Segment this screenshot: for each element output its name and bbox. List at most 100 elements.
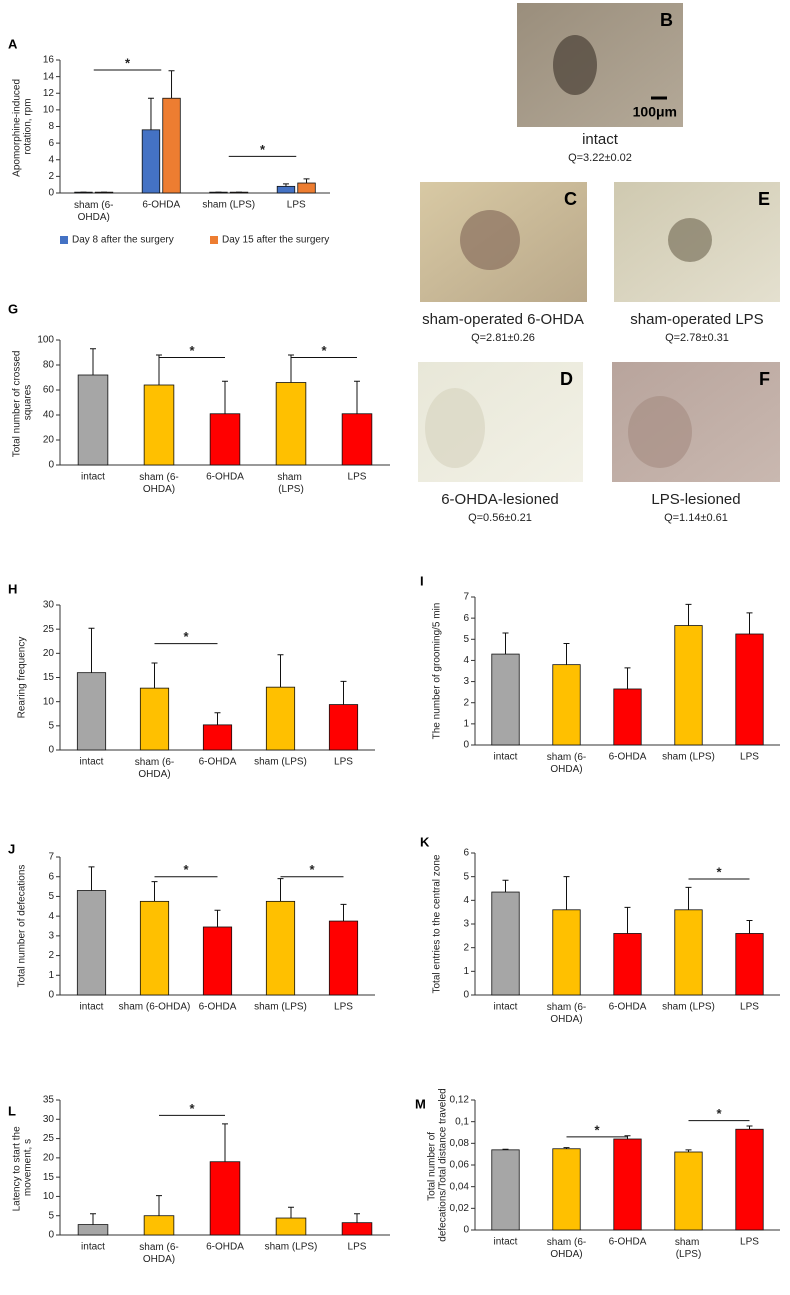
bar — [328, 920, 359, 996]
y-tick-label: 8 — [48, 121, 54, 132]
error-bar — [685, 1149, 692, 1152]
image-q: Q=3.22±0.02 — [568, 152, 632, 164]
nucleus-region — [460, 210, 520, 270]
y-tick-label: 20 — [43, 648, 55, 659]
y-tick-label: 2 — [463, 697, 469, 708]
x-tick-label: intact — [494, 1002, 518, 1013]
y-tick-label: 5 — [48, 891, 54, 902]
y-tick-label: 100 — [37, 335, 54, 346]
y-tick-label: 5 — [48, 720, 54, 731]
significance-label: * — [260, 142, 266, 157]
y-tick-label: 0,12 — [450, 1095, 470, 1106]
error-bar — [222, 1123, 228, 1162]
significance-label: * — [125, 55, 131, 70]
bar — [328, 704, 359, 751]
y-tick-label: 6 — [463, 848, 469, 859]
x-tick-label: sham (LPS) — [277, 472, 304, 495]
image-q: Q=0.56±0.21 — [468, 512, 532, 524]
x-tick-label: sham (6-OHDA) — [139, 1242, 178, 1265]
x-tick-label: 6-OHDA — [206, 472, 244, 483]
error-bar — [88, 866, 95, 891]
y-tick-label: 30 — [43, 1114, 55, 1125]
x-tick-label: intact — [494, 1237, 518, 1248]
y-tick-label: 5 — [48, 1210, 54, 1221]
panel-letter: A — [8, 36, 18, 51]
bar — [162, 97, 181, 194]
y-tick-label: 0 — [48, 990, 54, 1001]
y-tick-label: 60 — [43, 385, 55, 396]
y-tick-label: 4 — [463, 895, 469, 906]
panel-letter: L — [8, 1103, 16, 1118]
y-tick-label: 0 — [48, 745, 54, 756]
y-tick-label: 0,06 — [450, 1160, 470, 1171]
x-tick-label: intact — [81, 472, 105, 483]
bar — [76, 890, 107, 996]
image-caption: sham-operated 6-OHDA — [422, 311, 584, 328]
y-tick-label: 4 — [463, 655, 469, 666]
bar — [613, 1138, 642, 1231]
image-q: Q=2.78±0.31 — [665, 332, 729, 344]
error-bar — [624, 1135, 631, 1139]
y-tick-label: 0 — [48, 188, 54, 199]
image-letter: F — [759, 369, 770, 389]
bar — [275, 1217, 307, 1236]
error-bar — [222, 380, 228, 414]
significance-label: * — [309, 862, 315, 877]
error-bar — [147, 97, 154, 130]
bar — [613, 933, 642, 996]
x-tick-label: sham (LPS) — [662, 1002, 715, 1013]
bar — [552, 664, 581, 746]
error-bar — [168, 70, 175, 99]
y-tick-label: 20 — [43, 435, 55, 446]
y-tick-label: 14 — [43, 71, 55, 82]
x-tick-label: 6-OHDA — [142, 200, 180, 211]
bar — [209, 413, 241, 466]
nucleus-region — [553, 35, 597, 95]
x-tick-label: sham (LPS) — [675, 1237, 702, 1260]
error-bar — [303, 178, 310, 184]
error-bar — [685, 603, 692, 626]
x-tick-label: sham (LPS) — [254, 757, 307, 768]
error-bar — [277, 654, 284, 688]
x-tick-label: 6-OHDA — [199, 1002, 237, 1013]
y-tick-label: 35 — [43, 1095, 55, 1106]
bar — [735, 1128, 764, 1231]
bar — [341, 413, 373, 466]
significance-label: * — [321, 343, 327, 358]
bar — [297, 182, 316, 194]
y-axis-label: Total entries to the central zone — [432, 854, 443, 993]
y-tick-label: 4 — [48, 911, 54, 922]
legend-swatch — [60, 236, 68, 244]
x-tick-label: 6-OHDA — [609, 1002, 647, 1013]
bar — [276, 185, 296, 194]
x-tick-label: sham (LPS) — [265, 1242, 318, 1253]
bar — [202, 926, 233, 996]
y-tick-label: 6 — [48, 871, 54, 882]
x-tick-label: intact — [81, 1242, 105, 1253]
image-q: Q=1.14±0.61 — [664, 512, 728, 524]
x-tick-label: intact — [80, 1002, 104, 1013]
y-tick-label: 6 — [463, 613, 469, 624]
bar — [735, 933, 764, 996]
error-bar — [151, 662, 158, 689]
bar — [674, 625, 703, 746]
y-tick-label: 5 — [463, 871, 469, 882]
panel-letter: G — [8, 301, 18, 316]
nucleus-region — [668, 218, 712, 262]
y-axis-label: Latency to start the movement, s — [11, 1124, 33, 1212]
x-tick-label: LPS — [287, 200, 306, 211]
error-bar — [354, 380, 360, 414]
error-bar — [90, 348, 96, 375]
x-tick-label: sham (6-OHDA) — [139, 472, 178, 495]
error-bar — [563, 643, 570, 665]
x-tick-label: 6-OHDA — [609, 1237, 647, 1248]
x-tick-label: 6-OHDA — [609, 752, 647, 763]
error-bar — [502, 879, 509, 893]
y-tick-label: 0 — [463, 1225, 469, 1236]
bar — [139, 900, 170, 996]
bar — [202, 724, 233, 751]
error-bar — [563, 876, 570, 910]
error-bar — [624, 906, 631, 934]
bar — [265, 686, 296, 751]
bar — [491, 653, 520, 746]
